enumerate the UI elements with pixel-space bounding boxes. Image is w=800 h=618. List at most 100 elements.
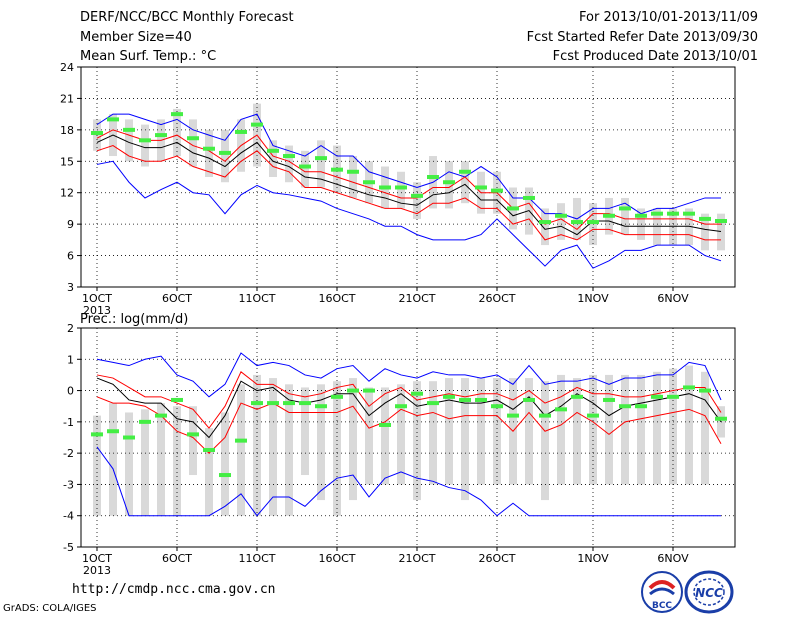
x-tick-label: 11OCT — [238, 292, 275, 305]
ensemble-box — [365, 387, 373, 485]
x-tick-label: 11OCT — [238, 552, 275, 565]
obs-marker — [347, 169, 359, 174]
series-max-line — [96, 113, 721, 220]
ncc-logo-text: NCC — [695, 586, 723, 600]
ensemble-box — [93, 415, 101, 516]
y-tick-label: 12 — [60, 187, 74, 200]
ensemble-box — [493, 378, 501, 485]
ensemble-box — [701, 213, 709, 251]
obs-marker — [155, 133, 167, 138]
x-tick-label: 21OCT — [398, 552, 435, 565]
obs-marker — [331, 167, 343, 172]
obs-marker — [363, 388, 375, 393]
ensemble-box — [605, 374, 613, 485]
x-tick-label: 1OCT — [82, 292, 112, 305]
obs-marker — [523, 195, 535, 200]
obs-marker — [699, 216, 711, 221]
y-tick-label: 6 — [67, 250, 74, 263]
produced-date-line: Fcst Produced Date 2013/10/01 — [552, 49, 758, 64]
obs-marker — [475, 185, 487, 190]
obs-marker — [587, 220, 599, 225]
series-mean-line — [96, 134, 722, 236]
website-url[interactable]: http://cmdp.ncc.cma.gov.cn — [72, 582, 276, 597]
ensemble-box — [221, 129, 229, 183]
obs-marker — [219, 150, 231, 155]
y-tick-label: 24 — [60, 61, 74, 74]
x-tick-label: 26OCT — [478, 552, 515, 565]
ensemble-box — [397, 384, 405, 485]
obs-marker — [555, 213, 567, 218]
ensemble-box — [669, 368, 677, 485]
obs-marker — [427, 401, 439, 406]
obs-marker — [379, 422, 391, 427]
ensemble-box — [445, 161, 453, 209]
title-line-2: Member Size=40 — [80, 30, 192, 45]
obs-marker — [331, 394, 343, 399]
ensemble-box — [349, 378, 357, 501]
obs-marker — [571, 220, 583, 225]
y-tick-label: -3 — [63, 478, 74, 491]
ensemble-box — [381, 387, 389, 485]
ensemble-box — [317, 384, 325, 501]
ensemble-box — [541, 381, 549, 501]
obs-marker — [459, 397, 471, 402]
obs-marker — [523, 397, 535, 402]
ensemble-box — [557, 374, 565, 485]
obs-marker — [315, 156, 327, 161]
y-tick-label: 3 — [67, 281, 74, 294]
obs-marker — [123, 127, 135, 132]
y-tick-label: -4 — [63, 510, 74, 523]
obs-marker — [555, 407, 567, 412]
obs-marker — [123, 435, 135, 440]
obs-marker — [667, 211, 679, 216]
obs-marker — [395, 404, 407, 409]
ensemble-box — [429, 381, 437, 485]
y-tick-label: 9 — [67, 218, 74, 231]
ensemble-box — [301, 387, 309, 476]
y-tick-label: 0 — [67, 385, 74, 398]
ensemble-box — [157, 403, 165, 516]
obs-marker — [491, 188, 503, 193]
obs-marker — [91, 131, 103, 135]
x-tick-label: 6OCT — [162, 552, 192, 565]
bcc-logo: BCC — [641, 571, 683, 613]
series-min-line — [96, 446, 721, 517]
x-tick-label: 16OCT — [318, 292, 355, 305]
ensemble-box — [477, 378, 485, 485]
obs-marker — [395, 185, 407, 190]
obs-marker — [267, 401, 279, 406]
ensemble-box — [525, 378, 533, 485]
ensemble-box — [269, 378, 277, 516]
obs-marker — [683, 385, 695, 390]
obs-marker — [603, 213, 615, 218]
ensemble-box — [349, 156, 357, 198]
ensemble-box — [701, 371, 709, 485]
obs-marker — [235, 438, 247, 443]
ensemble-box — [397, 171, 405, 209]
y-tick-label: -1 — [63, 416, 74, 429]
obs-marker — [283, 401, 295, 406]
plot-frame — [80, 66, 736, 288]
ensemble-box — [669, 208, 677, 246]
ensemble-box — [637, 374, 645, 485]
obs-marker — [635, 213, 647, 218]
ensemble-box — [173, 108, 181, 157]
series-min-line — [96, 160, 722, 269]
obs-marker — [203, 448, 215, 453]
obs-marker — [267, 148, 279, 153]
obs-marker — [491, 404, 503, 409]
y-tick-label: 1 — [67, 353, 74, 366]
ensemble-box — [125, 412, 133, 516]
ensemble-box — [205, 129, 213, 177]
obs-marker — [379, 185, 391, 190]
ensemble-box — [573, 378, 581, 485]
ensemble-box — [541, 208, 549, 246]
obs-marker — [139, 138, 151, 143]
plot-frame — [80, 327, 736, 548]
x-tick-label: 6OCT — [162, 292, 192, 305]
obs-marker — [283, 154, 295, 159]
obs-marker — [443, 180, 455, 185]
series-mean-plus-line — [96, 129, 721, 231]
y-tick-label: 21 — [60, 92, 74, 105]
